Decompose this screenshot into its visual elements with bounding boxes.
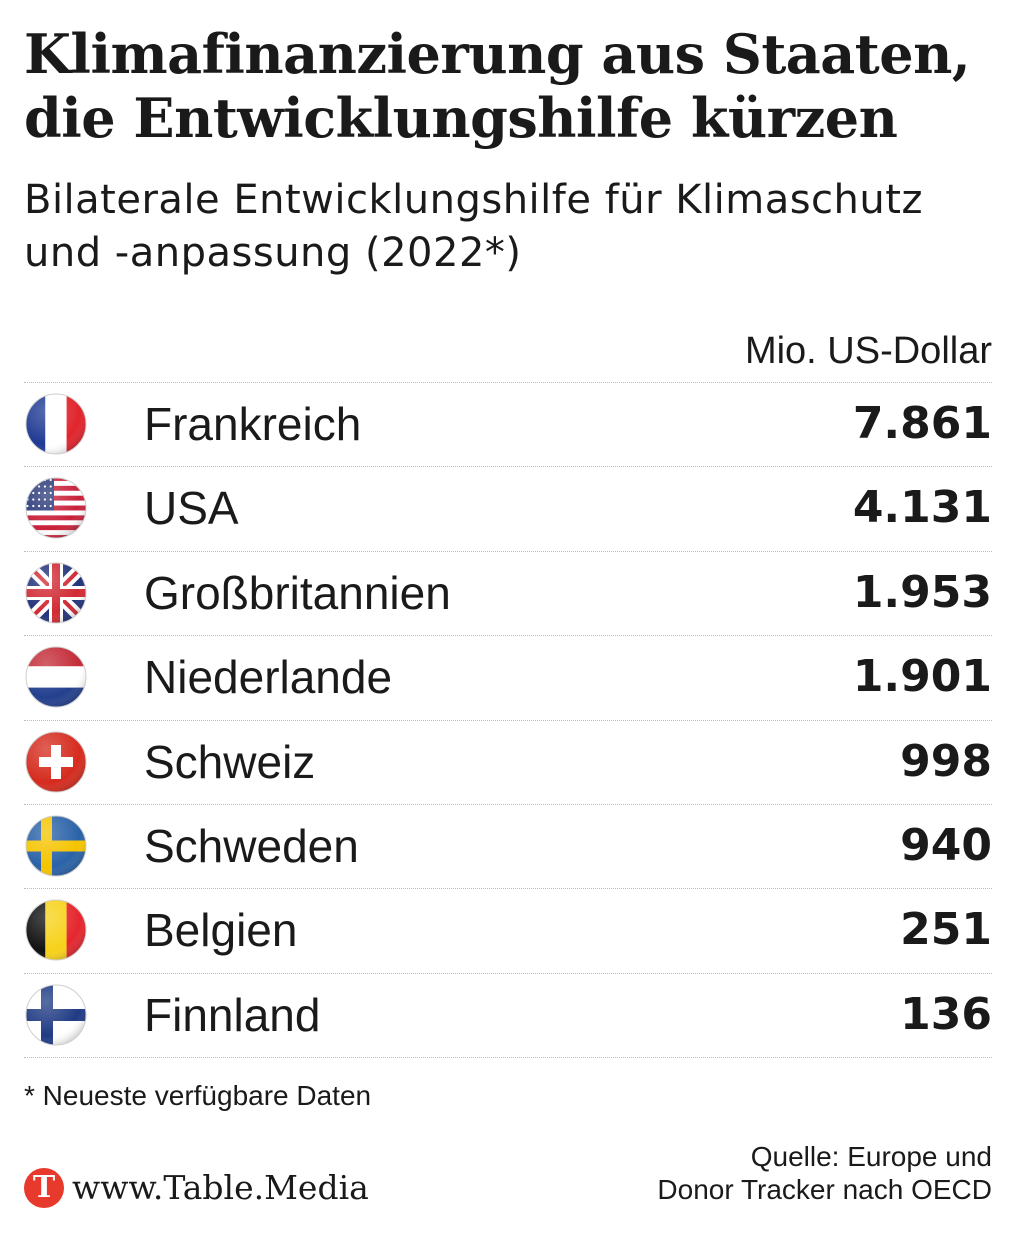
table-row: Schweiz 998 [24, 720, 992, 804]
site-url: www.Table.Media [72, 1168, 369, 1207]
table-divider [24, 804, 992, 805]
table-divider [24, 888, 992, 890]
country-name: Schweden [144, 820, 359, 872]
source-note: Quelle: Europe und Donor Tracker nach OE… [657, 1140, 992, 1206]
uk-flag-icon [25, 562, 87, 624]
table-divider [24, 382, 992, 383]
table-row: Frankreich 7.861 [24, 382, 992, 466]
usa-flag-icon [25, 477, 87, 539]
country-name: Niederlande [144, 651, 393, 704]
france-flag-icon [25, 393, 87, 455]
source-line-1: Quelle: Europe und [750, 1141, 992, 1172]
table-divider [24, 550, 992, 552]
sweden-flag-icon [25, 815, 87, 877]
chart-title: Klimafinanzierung aus Staaten, die Entwi… [24, 22, 971, 150]
value-label: 998 [900, 735, 992, 787]
value-label: 7.861 [852, 398, 992, 449]
value-label: 940 [900, 820, 992, 871]
country-name: Frankreich [144, 398, 362, 450]
chart-subtitle: Bilaterale Entwicklungshilfe für Klimasc… [24, 177, 923, 276]
table-divider [24, 972, 992, 974]
table-divider [24, 1057, 992, 1059]
country-name: USA [144, 482, 239, 535]
table-divider [24, 466, 992, 468]
country-name: Schweiz [144, 735, 316, 788]
country-name: Finnland [144, 988, 321, 1041]
table-row: Großbritannien 1.953 [24, 551, 992, 635]
belgium-flag-icon [25, 899, 87, 961]
footnote: * Neueste verfügbare Daten [24, 1080, 372, 1111]
table-row: Niederlande 1.901 [24, 635, 992, 719]
table-row: Belgien 251 [24, 888, 992, 972]
netherlands-flag-icon [25, 646, 87, 708]
switzerland-flag-icon [25, 731, 87, 793]
value-label: 1.901 [852, 651, 992, 703]
table-row: Finnland 136 [24, 973, 992, 1057]
table-divider [24, 635, 992, 637]
value-label: 136 [900, 988, 992, 1040]
table-media-logo-icon: T [24, 1168, 64, 1208]
value-label: 4.131 [852, 482, 992, 534]
country-name: Belgien [144, 904, 298, 957]
table-row: Schweden 940 [24, 804, 992, 888]
country-name: Großbritannien [144, 566, 451, 619]
value-label: 1.953 [852, 566, 992, 618]
table-row: USA 4.131 [24, 466, 992, 550]
finland-flag-icon [25, 984, 87, 1046]
table-divider [24, 719, 992, 721]
source-line-2: Donor Tracker nach OECD [657, 1174, 992, 1205]
value-label: 251 [900, 904, 992, 956]
unit-header: Mio. US-Dollar [744, 330, 992, 372]
